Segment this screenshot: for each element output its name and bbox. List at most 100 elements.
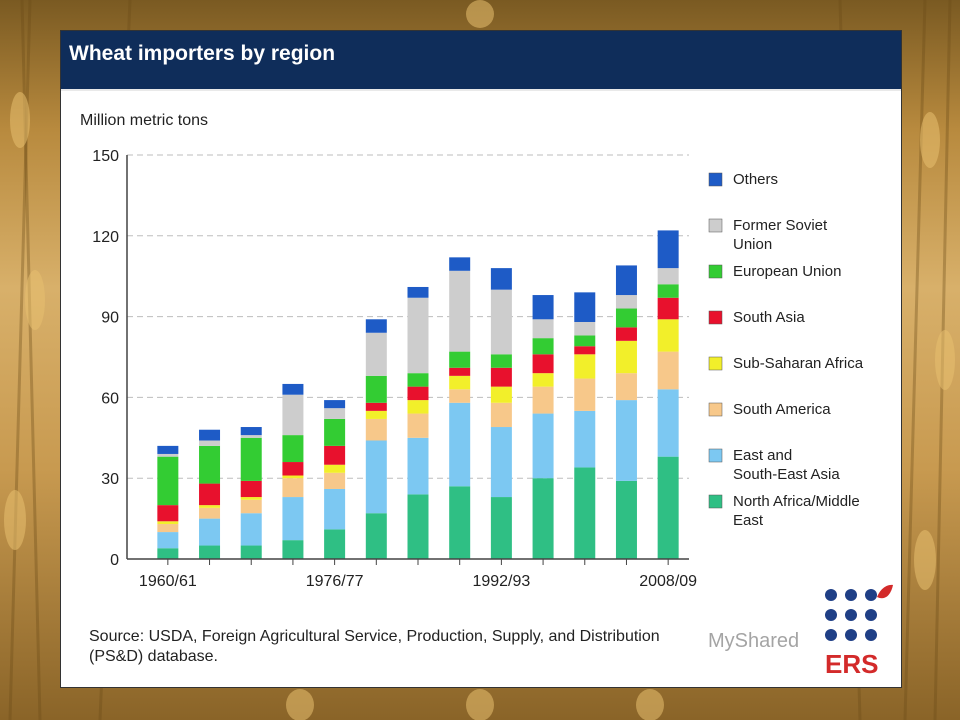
bar-segment-fsu [324,408,346,419]
bar-stack [615,265,637,559]
bar-segment-south_america [407,413,429,438]
legend-swatch [708,448,723,463]
bar-segment-south_america [449,389,471,403]
bar-segment-ssa [199,505,221,508]
bar-segment-ssa [365,410,387,419]
bar-segment-nafme [532,478,554,559]
legend-item: Former Soviet Union [708,217,828,253]
bar-segment-fsu [574,321,596,336]
bar-segment-esea [324,488,346,530]
legend-swatch [708,172,723,187]
bar-segment-south_asia [199,483,221,506]
bar-segment-south_asia [532,354,554,374]
bar-stack [365,319,387,559]
bar-segment-south_america [240,499,262,514]
bar-stack [449,257,471,559]
bar-segment-nafme [365,513,387,559]
bar-segment-esea [240,513,262,546]
bar-segment-others [324,400,346,409]
legend-swatch [708,494,723,509]
ers-logo-text: ERS [825,649,878,679]
bar-segment-others [449,257,471,271]
bar-segment-ssa [324,464,346,473]
legend-item: Others [708,171,778,188]
x-tick-label: 2008/09 [639,573,697,590]
chart-card: Wheat importers by region Million metric… [60,30,902,688]
bar-stack [532,295,554,559]
bar-segment-others [615,265,637,296]
bar-segment-south_asia [574,346,596,355]
bar-stack [407,286,429,559]
bar-stack [282,383,304,559]
bar-segment-others [157,445,179,454]
bar-stack [240,427,262,559]
bar-stack [324,400,346,559]
bar-segment-fsu [490,289,512,355]
legend-item: North Africa/Middle East [708,493,860,529]
chart-header: Wheat importers by region [61,31,901,91]
bar-segment-eu [282,435,304,463]
bar-segment-others [240,427,262,436]
bar-segment-eu [365,375,387,403]
bar-segment-ssa [282,475,304,479]
bar-segment-south_america [532,386,554,414]
source-note: Source: USDA, Foreign Agricultural Servi… [89,627,789,667]
bar-stack [199,429,221,559]
bar-segment-ssa [657,319,679,352]
bar-segment-fsu [407,297,429,374]
bar-segment-esea [490,427,512,498]
bar-segment-esea [407,437,429,495]
bar-segment-south_america [490,402,512,428]
legend-label: Sub-Saharan Africa [733,355,864,372]
source-line-1: Source: USDA, Foreign Agricultural Servi… [89,628,660,645]
bar-segment-ssa [615,340,637,374]
bar-segment-south_america [574,378,596,411]
bar-segment-esea [615,400,637,481]
bar-segment-esea [574,410,596,468]
bar-segment-ssa [240,497,262,500]
bar-segment-fsu [657,268,679,285]
bar-segment-south_america [615,373,637,401]
bar-segment-south_asia [657,297,679,320]
bar-segment-ssa [449,375,471,390]
bar-segment-others [532,295,554,320]
bar-segment-nafme [449,486,471,559]
bar-segment-esea [365,440,387,514]
bar-segment-south_asia [407,386,429,401]
bar-segment-nafme [282,540,304,559]
bar-segment-nafme [574,467,596,559]
bar-segment-fsu [157,453,179,457]
bar-segment-eu [157,456,179,506]
bar-stack [157,445,179,559]
bar-segment-fsu [365,332,387,376]
bar-segment-esea [657,389,679,457]
x-tick-label: 1960/61 [139,573,197,590]
bar-segment-eu [449,351,471,368]
ers-logo: ERS [825,584,893,679]
bar-segment-south_america [365,418,387,441]
bar-segment-fsu [449,270,471,352]
y-tick-label: 30 [101,471,119,488]
y-tick-label: 60 [101,390,119,407]
bar-segment-south_america [157,523,179,533]
bar-segment-south_asia [490,367,512,387]
bar-segment-south_asia [365,402,387,411]
bar-segment-nafme [407,494,429,559]
bar-segment-south_america [199,507,221,519]
watermark: MyShared [708,630,800,652]
bar-segment-south_america [324,472,346,489]
legend-label: South Asia [733,309,805,326]
bar-segment-others [574,292,596,322]
y-tick-label: 0 [110,552,119,569]
legend-item: East and South-East Asia [708,447,840,483]
bar-segment-eu [532,338,554,355]
bar-segment-nafme [157,548,179,559]
bar-segment-eu [407,373,429,387]
bar-segment-esea [449,402,471,487]
bar-segment-eu [615,308,637,328]
legend-item: South Asia [708,309,805,326]
legend-swatch [708,356,723,371]
bar-segment-ssa [574,354,596,379]
bar-segment-fsu [199,440,221,446]
legend-swatch [708,264,723,279]
